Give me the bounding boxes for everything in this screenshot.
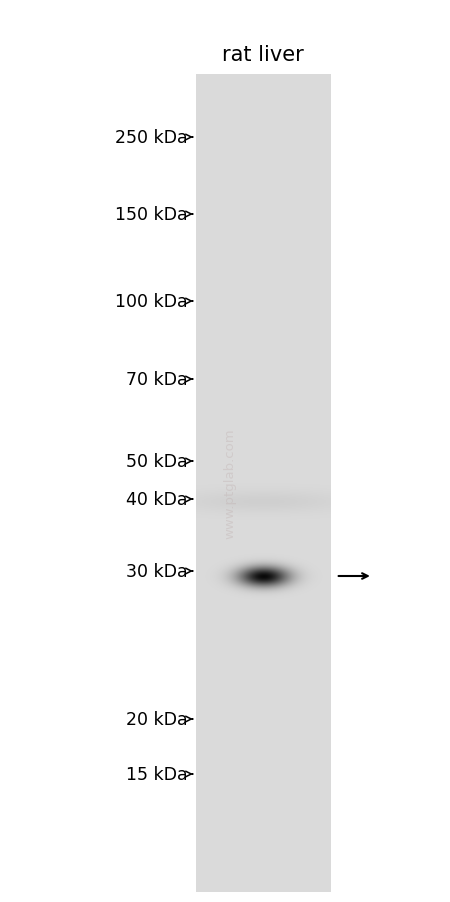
Text: 70 kDa: 70 kDa	[126, 371, 188, 389]
Text: 40 kDa: 40 kDa	[126, 491, 188, 509]
Text: 250 kDa: 250 kDa	[115, 129, 188, 147]
Text: www.ptglab.com: www.ptglab.com	[223, 428, 236, 538]
Text: 50 kDa: 50 kDa	[126, 453, 188, 471]
Text: rat liver: rat liver	[222, 45, 304, 65]
Text: 15 kDa: 15 kDa	[126, 765, 188, 783]
Text: 20 kDa: 20 kDa	[126, 710, 188, 728]
Text: 100 kDa: 100 kDa	[115, 292, 188, 310]
Text: 150 kDa: 150 kDa	[115, 206, 188, 224]
Text: 30 kDa: 30 kDa	[126, 562, 188, 580]
